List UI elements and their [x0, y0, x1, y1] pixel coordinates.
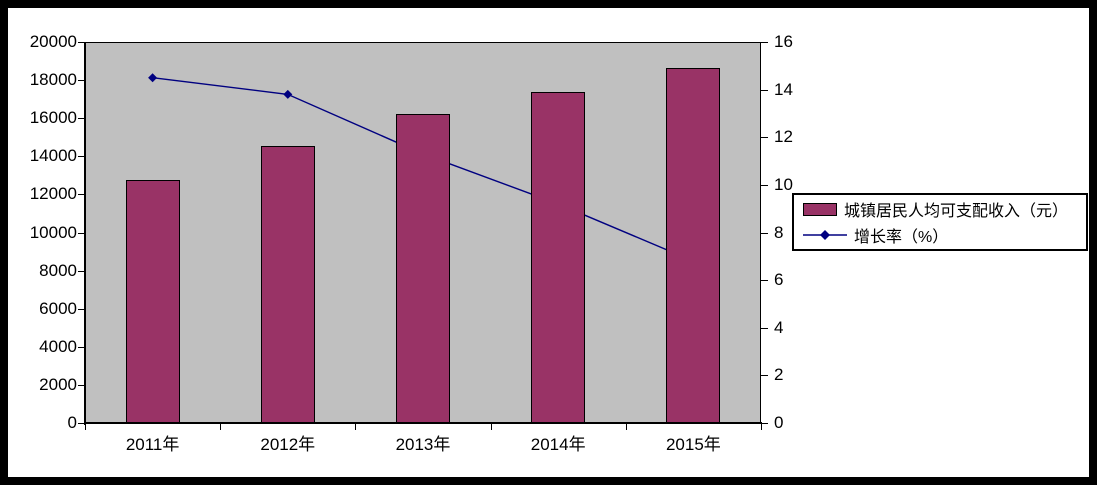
y-axis-left-tick-label: 18000: [29, 70, 77, 90]
y-axis-right-tick-label: 8: [774, 222, 784, 242]
bar-2012年: [260, 145, 315, 423]
y-axis-left-tick-label: 8000: [39, 260, 77, 280]
y-axis-right-tick: [761, 327, 768, 329]
y-axis-left-tick: [78, 156, 85, 158]
x-axis-category-label: 2011年: [125, 435, 180, 454]
y-axis-right-tick-label: 14: [774, 79, 793, 99]
x-axis-tick: [220, 424, 222, 430]
x-axis-category-label: 2015年: [665, 435, 721, 454]
y-axis-left-tick-label: 6000: [39, 298, 77, 318]
y-axis-left-tick: [78, 270, 85, 272]
y-axis-right-tick-label: 0: [774, 413, 784, 432]
line-diamond-swatch-icon: [803, 230, 847, 240]
bar-2013年: [396, 114, 450, 423]
legend-item-growth: 增长率（%）: [803, 223, 1086, 247]
y-axis-right-tick-label: 4: [774, 317, 784, 337]
x-axis-line: [84, 422, 762, 424]
x-axis-tick: [625, 424, 627, 430]
y-axis-left-tick-label: 10000: [29, 222, 77, 242]
y-axis-right-tick: [761, 137, 768, 139]
y-axis-right-tick: [761, 42, 768, 43]
legend-item-income: 城镇居民人均可支配收入（元）: [803, 197, 1086, 221]
y-axis-right-tick-label: 10: [774, 174, 793, 194]
y-axis-left-tick: [78, 232, 85, 234]
x-axis-category-label: 2014年: [530, 435, 586, 454]
y-axis-left-tick: [78, 423, 85, 424]
x-axis-tick: [761, 424, 762, 430]
y-axis-right-tick: [761, 375, 768, 377]
y-axis-left-tick-label: 2000: [39, 374, 77, 394]
y-axis-left-tick-label: 4000: [39, 336, 77, 356]
y-axis-left-tick-label: 0: [67, 413, 77, 432]
y-axis-left-tick-label: 14000: [29, 146, 77, 166]
legend: 城镇居民人均可支配收入（元） 增长率（%）: [792, 193, 1088, 251]
y-axis-right-tick: [761, 423, 768, 424]
y-axis-left-tick: [78, 346, 85, 348]
y-axis-right-tick-label: 6: [774, 270, 784, 290]
y-axis-right-tick: [761, 280, 768, 282]
x-axis-tick: [355, 424, 357, 430]
y-axis-left-tick: [78, 80, 85, 82]
x-axis-category-label: 2012年: [260, 435, 316, 454]
bar-2015年: [666, 67, 721, 423]
y-axis-right-tick: [761, 89, 768, 91]
y-axis-left-tick-label: 12000: [29, 184, 77, 204]
y-axis-left-tick: [78, 118, 85, 120]
y-axis-left-tick: [78, 384, 85, 386]
y-axis-right-tick: [761, 184, 768, 186]
y-axis-left-tick: [78, 194, 85, 196]
legend-label-growth: 增长率（%）: [854, 229, 949, 246]
y-axis-right-tick-label: 2: [774, 365, 784, 385]
legend-label-income: 城镇居民人均可支配收入（元）: [844, 203, 1069, 220]
x-axis-tick: [85, 424, 86, 430]
y-axis-left-tick-label: 16000: [29, 108, 77, 128]
bar-2014年: [531, 91, 586, 423]
y-axis-left-tick-label: 20000: [29, 32, 77, 51]
bar-2011年: [125, 180, 180, 423]
y-axis-right-tick-label: 16: [774, 32, 793, 51]
y-axis-left-tick: [78, 308, 85, 310]
x-axis-category-label: 2013年: [395, 435, 451, 454]
y-axis-line: [84, 42, 86, 425]
y-axis-right-tick-label: 12: [774, 127, 793, 147]
bar-swatch-icon: [803, 202, 837, 216]
y-axis-left-tick: [78, 42, 85, 43]
y-axis-right-tick: [761, 232, 768, 234]
x-axis-tick: [490, 424, 492, 430]
